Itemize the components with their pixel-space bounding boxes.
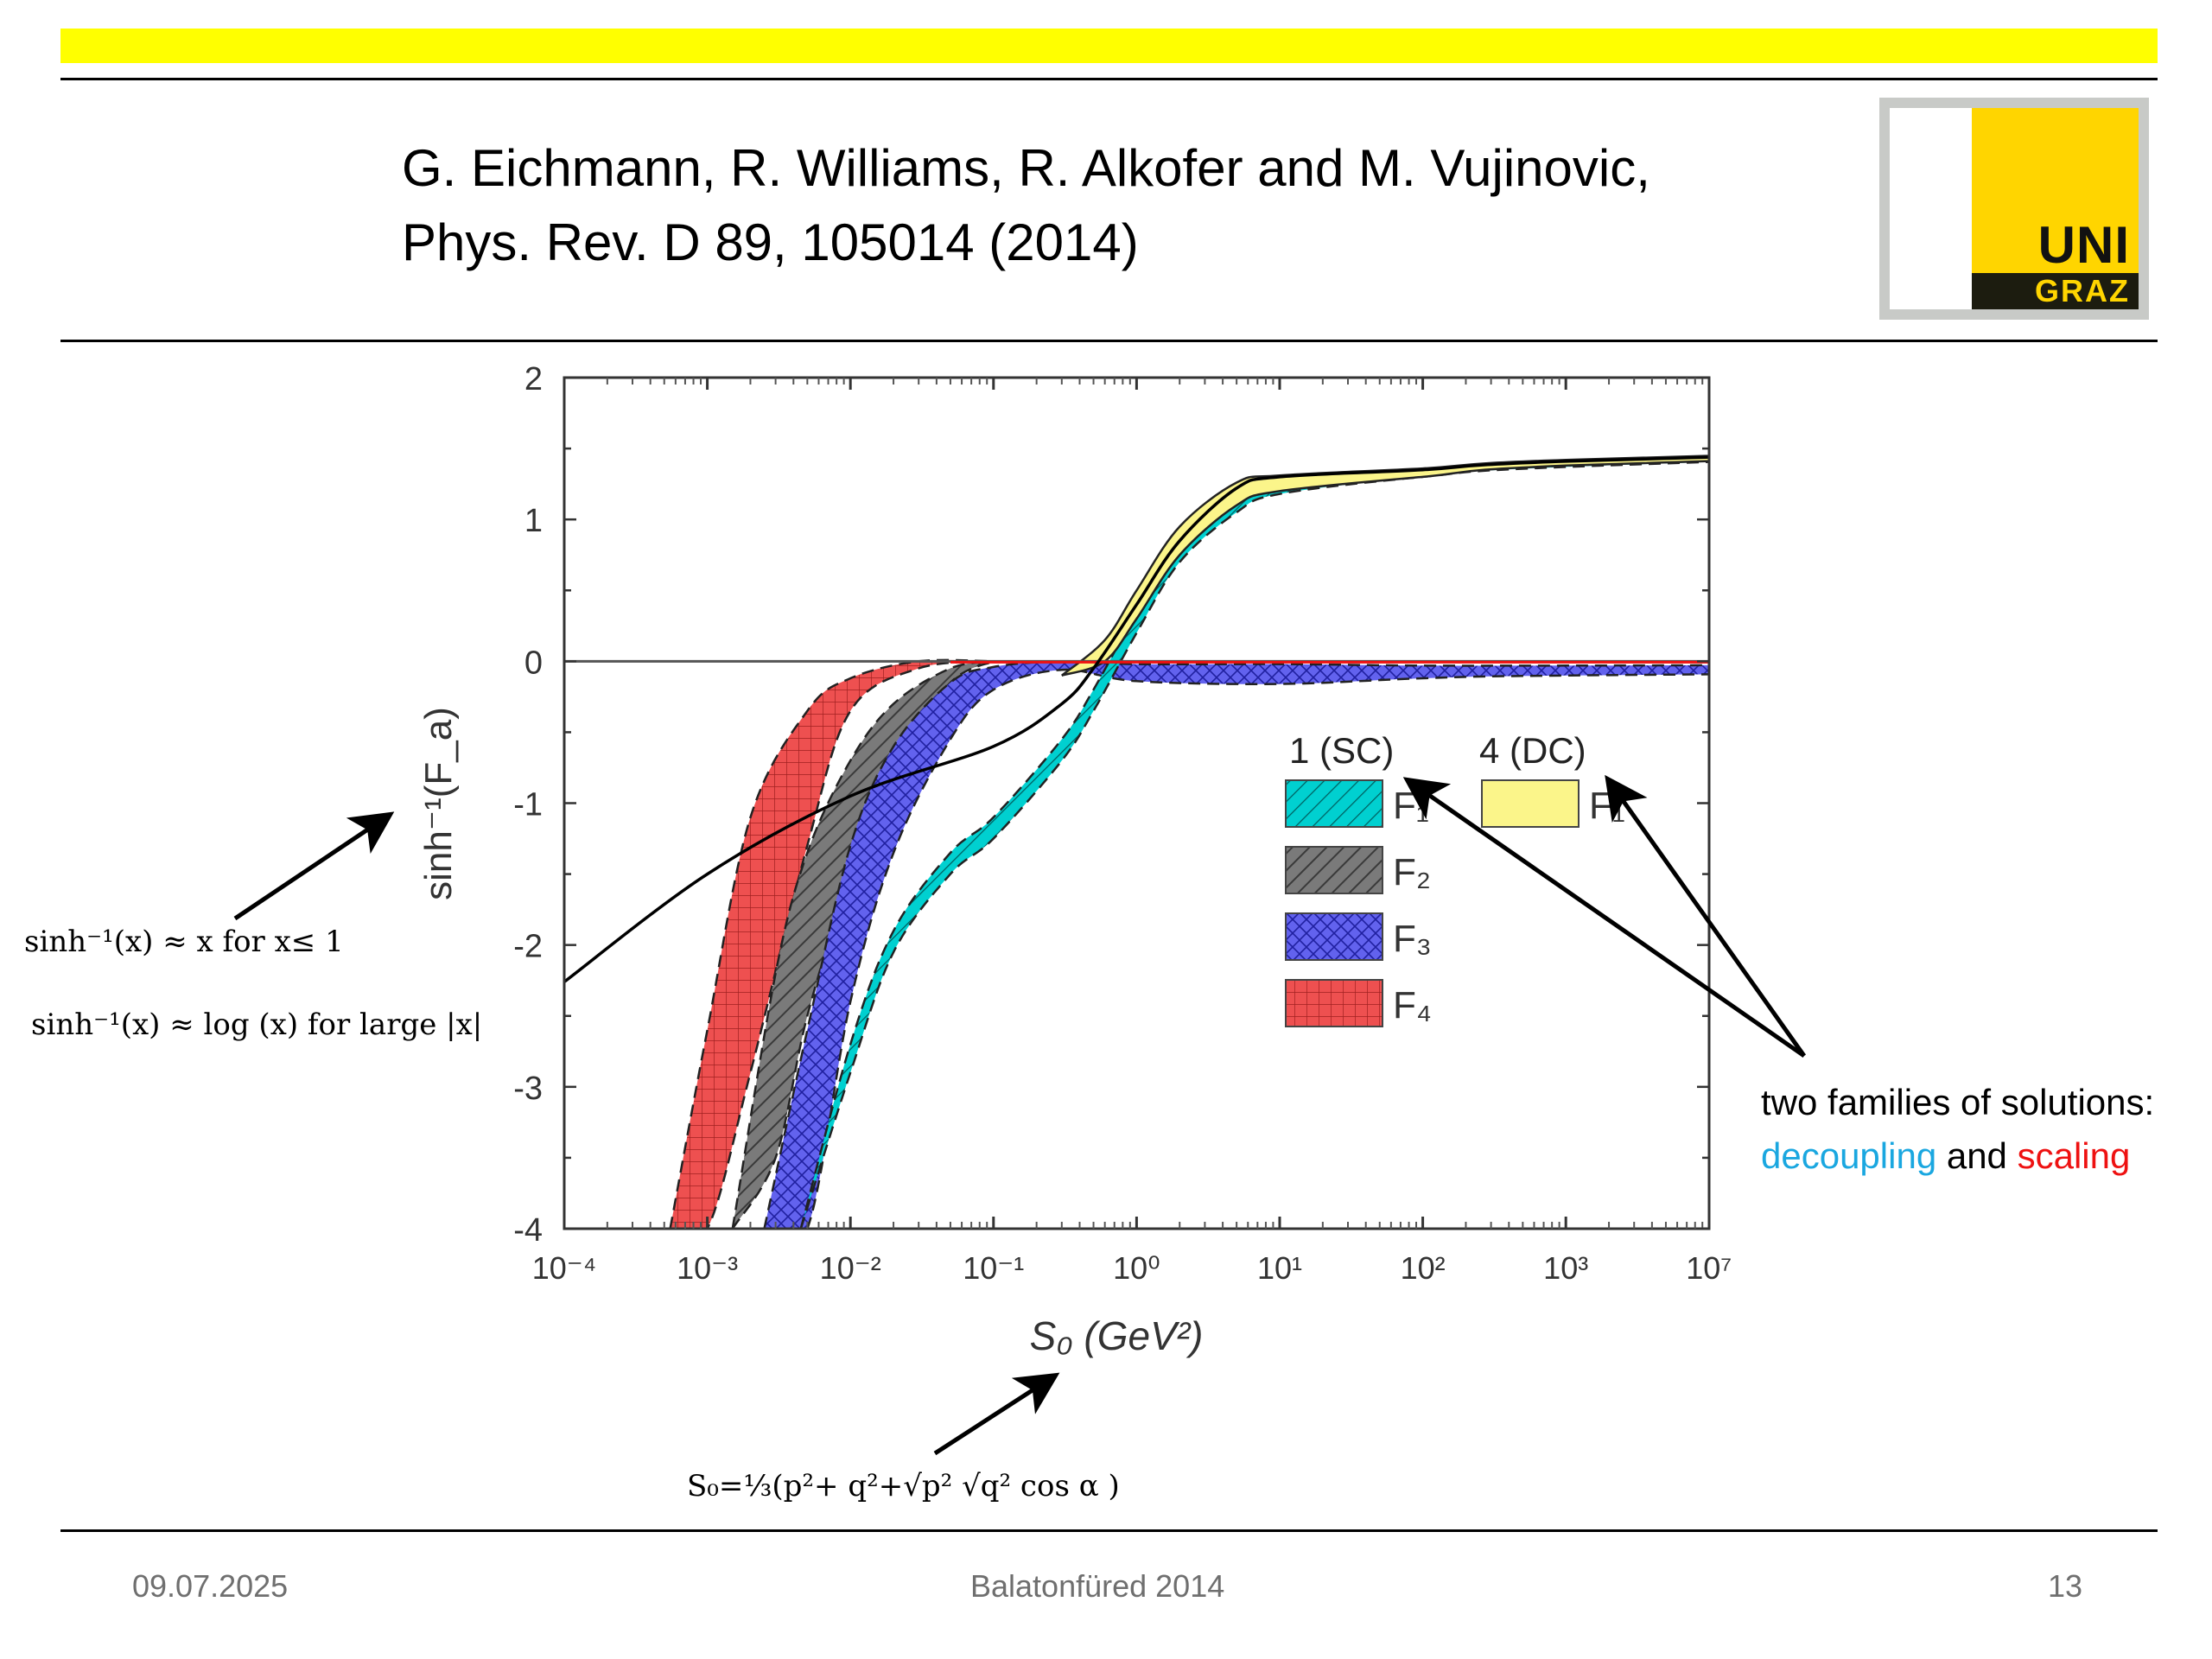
s0-arrow: [933, 1372, 1060, 1456]
citation-journal: Phys. Rev. D 89, 105014 (2014): [402, 213, 1139, 271]
x-tick-label: 10³: [1543, 1250, 1588, 1286]
asinh-small-note: sinh⁻¹(x) ≈ x for x≤ 1: [24, 925, 344, 959]
footer-page-number: 13: [2048, 1568, 2083, 1604]
legend-header: 1 (SC): [1289, 730, 1394, 771]
y-tick-label: -4: [513, 1212, 543, 1249]
legend-swatch: [1285, 846, 1383, 894]
decoupling-word: decoupling: [1761, 1135, 1937, 1176]
title-rule: [60, 340, 2158, 342]
legend-swatch: [1285, 912, 1383, 961]
y-tick-labels: 2 1 0 -1 -2 -3 -4: [513, 361, 543, 1249]
x-tick-label: 10²: [1401, 1250, 1446, 1286]
y-tick-label: 1: [524, 503, 543, 539]
x-tick-label: 10⁻²: [820, 1250, 881, 1286]
top-accent-bar: [60, 29, 2158, 63]
asinh-arrow: [233, 811, 395, 921]
axis-ticks: [563, 376, 1709, 1230]
legend-label: F₃: [1393, 918, 1432, 960]
x-tick-label: 10¹: [1257, 1250, 1302, 1286]
families-text: two families of solutions:: [1761, 1082, 2155, 1122]
legend-swatch: [1285, 979, 1383, 1027]
legend-label: F₂: [1393, 851, 1431, 893]
legend-label: F₄: [1393, 984, 1432, 1027]
footer-date: 09.07.2025: [132, 1568, 289, 1604]
sc-family-arrow: [1402, 777, 1806, 1058]
x-tick-labels: 10⁻⁴ 10⁻³ 10⁻² 10⁻¹ 10⁰ 10¹ 10² 10³ 10⁷: [532, 1250, 1732, 1286]
families-note: two families of solutions: decoupling an…: [1761, 1076, 2154, 1183]
y-tick-label: 2: [524, 361, 543, 397]
series-lines: [564, 455, 1709, 983]
band-edge-upper-1: [731, 660, 995, 1229]
band-edge-lower-2: [764, 668, 1709, 1229]
x-tick-label: 10⁷: [1686, 1250, 1732, 1286]
band-dc-4: [1061, 455, 1709, 676]
header-rule: [60, 78, 2158, 80]
band-edge-lower-4: [1061, 460, 1709, 677]
logo-uni-text: UNI: [2037, 216, 2130, 274]
asinh-large-note: sinh⁻¹(x) ≈ log (x) for large |x|: [31, 1007, 483, 1042]
footer-rule: [60, 1529, 2158, 1532]
x-tick-label: 10⁻¹: [963, 1250, 1024, 1286]
and-word: and: [1946, 1135, 2007, 1176]
y-tick-label: -1: [513, 787, 543, 823]
uni-graz-logo: UNI GRAZ: [1879, 98, 2149, 320]
band-edge-lower-0: [670, 660, 994, 1229]
line-series-0: [564, 455, 1709, 983]
footer-event: Balatonfüred 2014: [970, 1568, 1225, 1604]
y-tick-label: -2: [513, 929, 543, 965]
y-axis-label: sinh⁻¹(F_a): [417, 707, 460, 900]
x-tick-label: 10⁻³: [677, 1250, 738, 1286]
legend-label: F₁: [1589, 785, 1625, 827]
x-tick-label: 10⁰: [1113, 1250, 1160, 1286]
legend-swatch: [1481, 779, 1580, 828]
band-sc-1: [732, 661, 994, 1229]
x-tick-label: 10⁻⁴: [532, 1250, 597, 1286]
scaling-word: scaling: [2017, 1135, 2131, 1176]
y-tick-label: 0: [524, 645, 543, 681]
x-axis-label: S₀ (GeV²): [1030, 1313, 1204, 1358]
y-tick-label: -3: [513, 1071, 543, 1107]
series-bands: [669, 454, 1709, 1229]
logo-graz-text: GRAZ: [2035, 273, 2130, 308]
band-sc-0: [670, 659, 994, 1229]
citation: G. Eichmann, R. Williams, R. Alkofer and…: [402, 131, 1650, 280]
band-edge-upper-4: [1061, 454, 1709, 677]
citation-authors: G. Eichmann, R. Williams, R. Alkofer and…: [402, 139, 1650, 197]
band-sc-3: [800, 458, 1709, 1229]
band-edge-lower-3: [799, 461, 1709, 1229]
dc-family-arrow: [1605, 774, 1807, 1058]
legend-header: 4 (DC): [1479, 730, 1586, 771]
legend-swatch: [1285, 779, 1383, 828]
s0-definition: S₀=⅓(p²+ q²+√p² √q² cos α ): [687, 1469, 1120, 1503]
